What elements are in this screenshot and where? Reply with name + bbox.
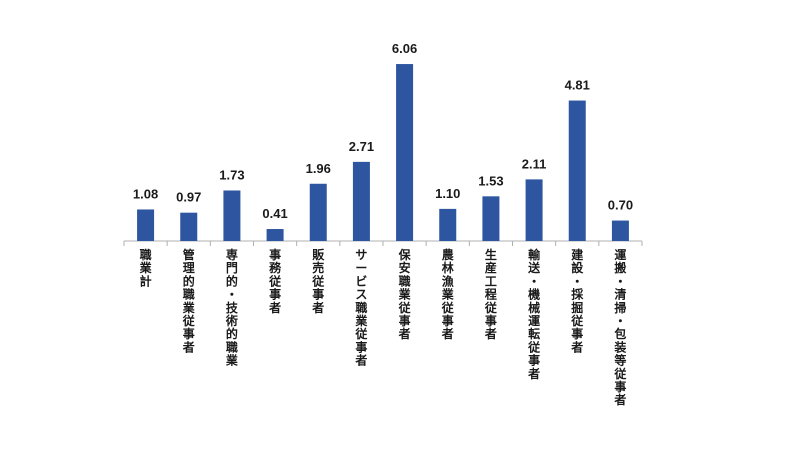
category-label: 事務従事者 [268,247,282,315]
bar [180,212,198,241]
data-label: 6.06 [392,41,417,56]
bar [525,179,543,241]
category-label: 建設・採掘従事者 [570,247,584,354]
bar [266,229,284,241]
bars [137,64,629,241]
category-label: 管理的職業従事者 [182,247,196,354]
x-axis-ticks [123,241,643,246]
category-label: サービス職業従事者 [354,248,368,368]
bar [352,161,370,241]
bar [396,64,414,241]
category-labels: 職業計 管理的職業従事者 専門的・技術的職業 事務従事者 販売従事者 サービス職業従事者 保… [139,247,628,407]
category-label: 販売従事者 [311,247,325,315]
data-label: 1.53 [478,173,503,188]
category-label: 運搬・清掃・包装等従事者 [613,248,627,407]
bar [223,190,241,241]
data-label: 4.81 [565,78,590,93]
category-label: 生産工程従事者 [484,247,498,341]
bar [439,208,457,241]
data-label: 1.73 [219,167,244,182]
data-label: 0.97 [176,190,201,205]
bar [611,220,629,241]
category-label: 職業計 [139,247,153,288]
data-label: 1.96 [306,161,331,176]
data-label: 2.71 [349,139,374,154]
bar [482,196,500,241]
bar [309,183,327,241]
data-label: 2.11 [522,156,547,171]
data-label: 0.70 [608,198,633,213]
bar [137,209,155,241]
value-labels: 1.08 0.97 1.73 0.41 1.96 2.71 6.06 1.10 1.53 2.11… [133,41,633,221]
category-label: 輸送・機械運転従事者 [527,247,541,381]
data-label: 1.10 [435,186,460,201]
bar [568,100,586,241]
category-label: 保安職業従事者 [398,247,412,341]
data-label: 0.41 [262,206,287,221]
data-label: 1.08 [133,186,158,201]
category-label: 農林漁業従事者 [441,247,455,341]
category-label: 専門的・技術的職業 [225,247,239,368]
